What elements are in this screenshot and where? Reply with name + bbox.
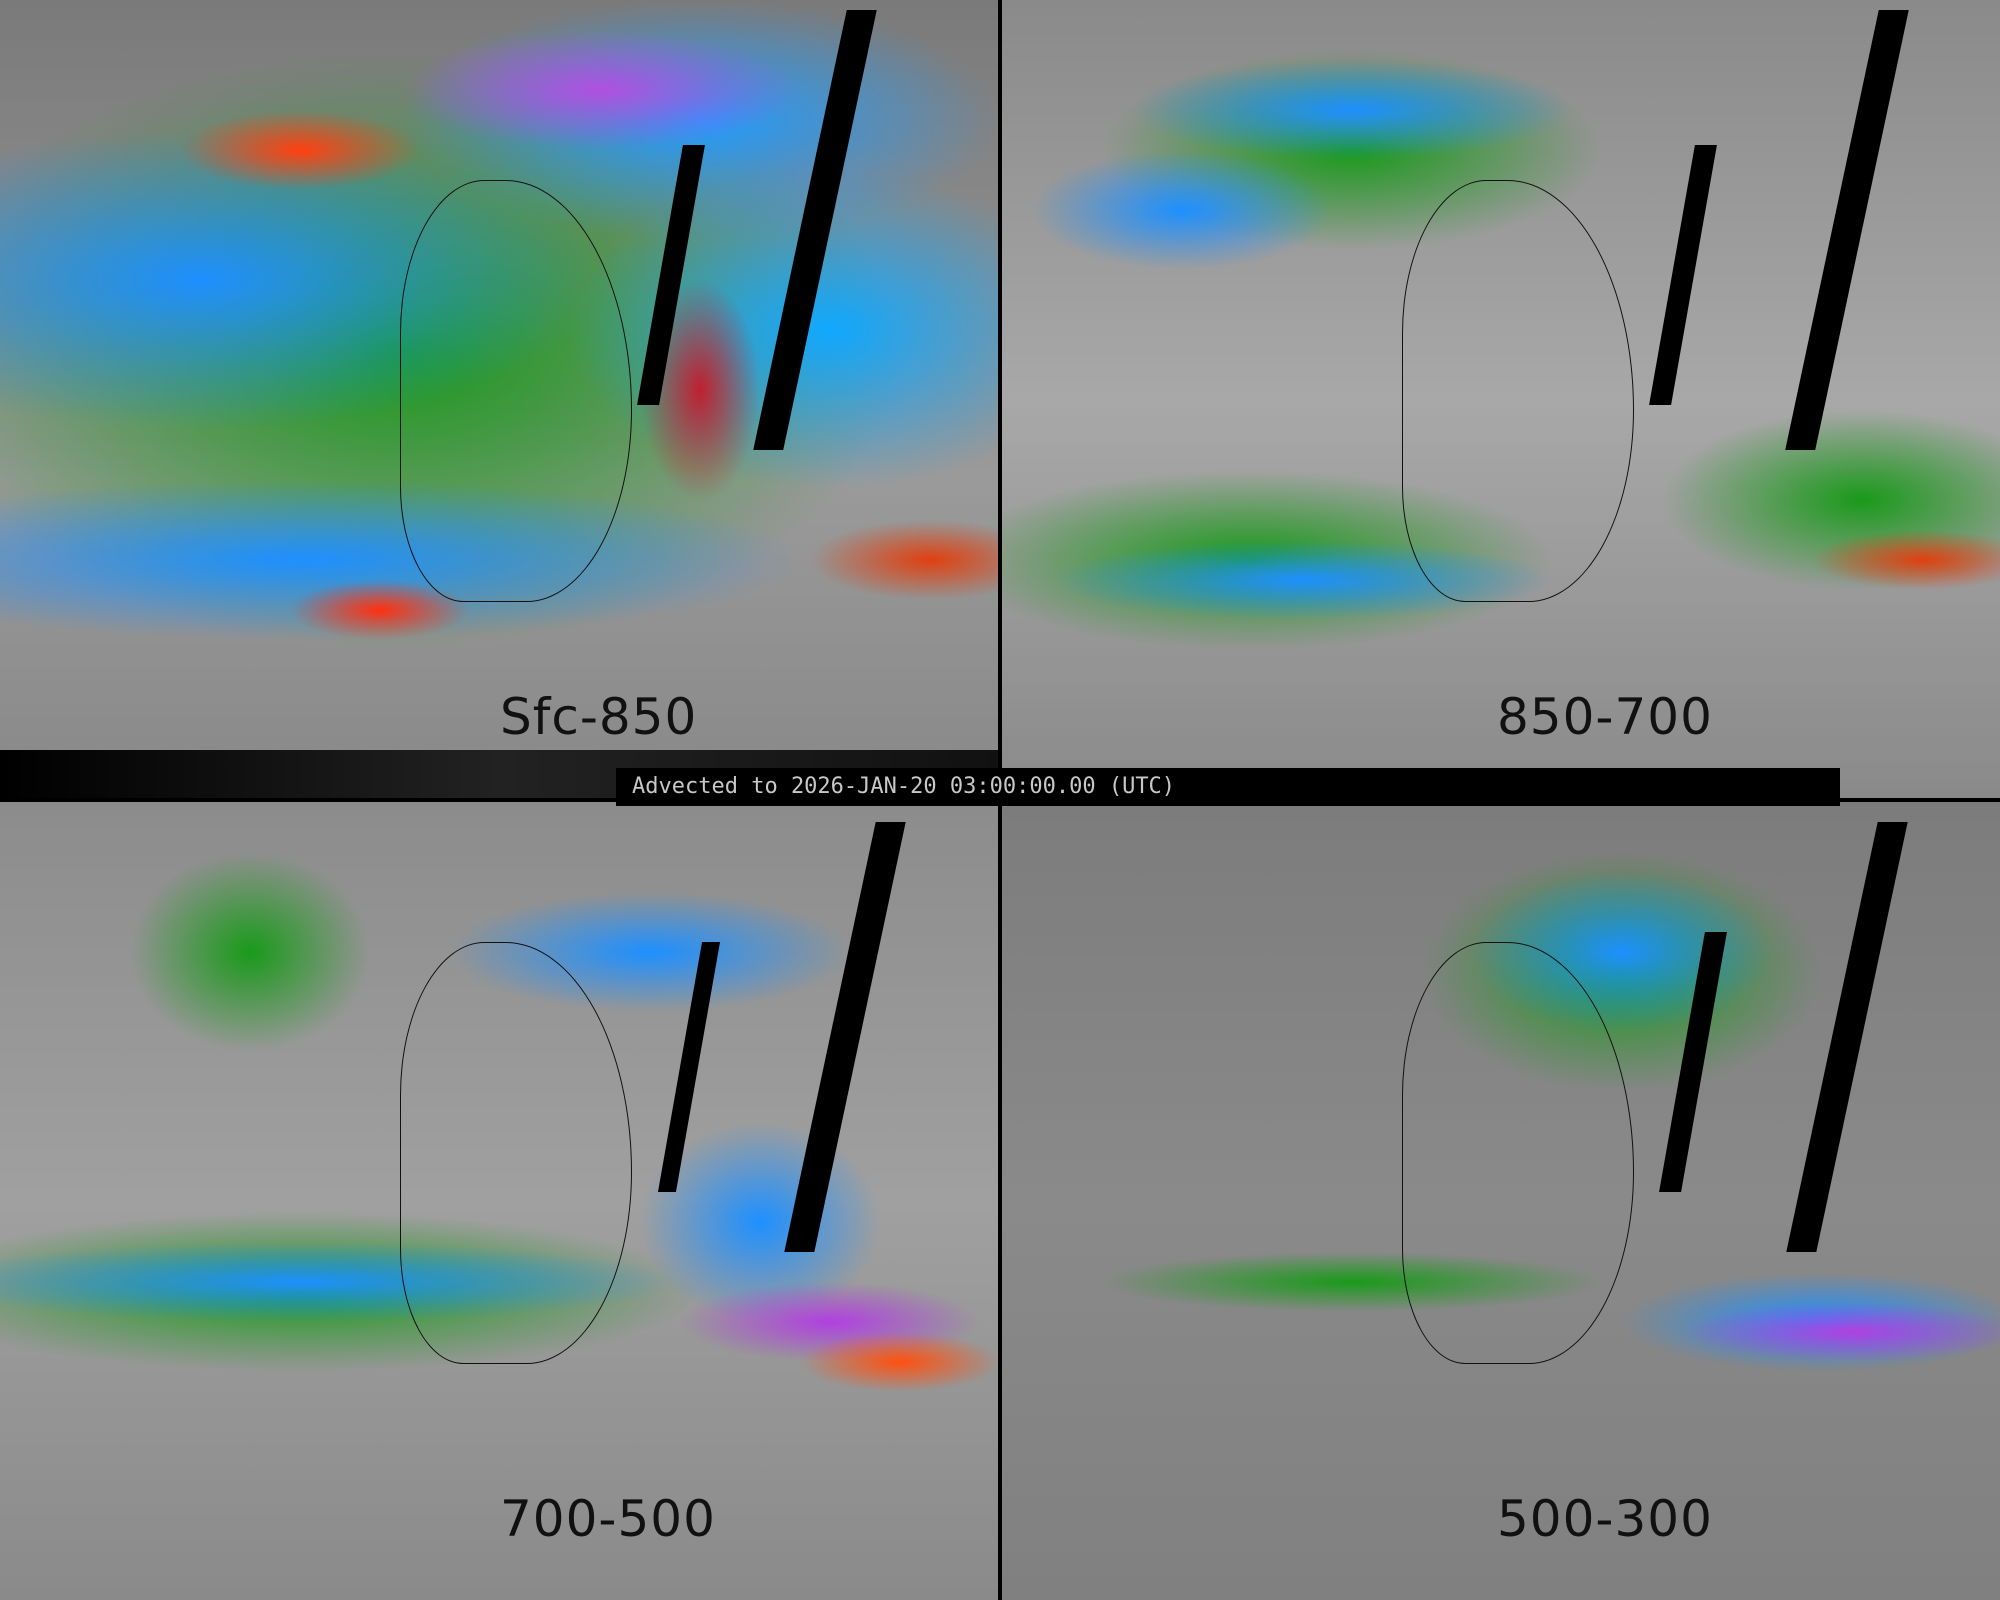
panel-label: 500-300 xyxy=(1497,1490,1713,1548)
panel-label: 700-500 xyxy=(500,1490,716,1548)
panel-850-700: 850-700 xyxy=(1002,0,2000,798)
panel-sfc-850: Sfc-850 xyxy=(0,0,998,798)
panel-label: Sfc-850 xyxy=(500,688,698,746)
south-america-outline xyxy=(1402,180,1634,602)
panel-500-300: 500-300 xyxy=(1002,802,2000,1600)
advection-time-banner: Advected to 2026-JAN-20 03:00:00.00 (UTC… xyxy=(616,768,1840,806)
south-america-outline xyxy=(400,942,632,1364)
panel-label: 850-700 xyxy=(1497,688,1713,746)
panel-700-500: 700-500 xyxy=(0,802,998,1600)
south-america-outline xyxy=(400,180,632,602)
south-america-outline xyxy=(1402,942,1634,1364)
